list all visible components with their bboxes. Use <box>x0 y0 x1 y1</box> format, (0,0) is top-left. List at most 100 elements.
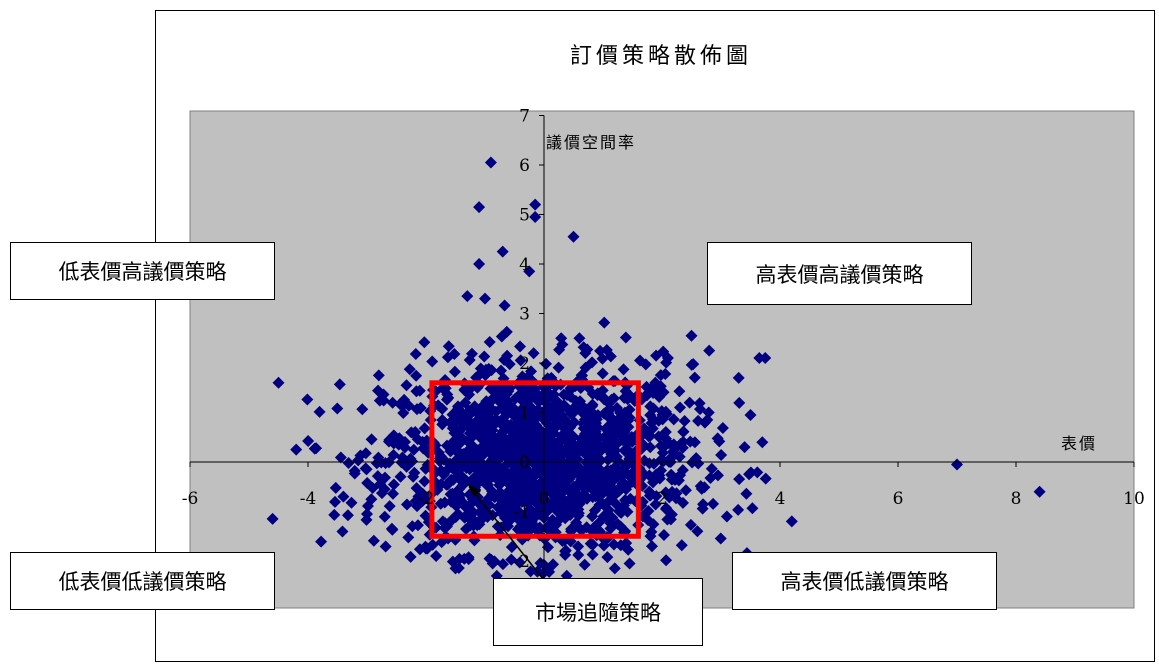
data-point <box>575 524 588 537</box>
data-point <box>586 548 599 561</box>
data-point <box>430 550 443 563</box>
data-point <box>549 446 562 459</box>
data-point <box>462 551 475 564</box>
data-point <box>573 497 586 510</box>
data-point <box>623 411 636 424</box>
data-point <box>660 554 673 567</box>
data-point <box>367 534 380 547</box>
data-point <box>509 392 522 405</box>
data-point <box>483 336 496 349</box>
data-point <box>688 371 701 384</box>
data-point <box>715 449 728 462</box>
x-tick-label: -4 <box>300 489 317 509</box>
data-point <box>505 488 518 501</box>
x-tick-label: 0 <box>539 489 550 509</box>
data-point <box>419 462 432 475</box>
data-point <box>334 451 347 464</box>
data-point <box>348 467 361 480</box>
data-point <box>485 364 498 377</box>
data-point <box>753 352 766 365</box>
data-point <box>598 316 611 329</box>
y-tick-label: 2 <box>519 354 530 374</box>
data-point <box>387 437 400 450</box>
data-point <box>541 523 554 536</box>
data-point <box>517 443 530 456</box>
data-point <box>528 443 541 456</box>
data-point <box>478 350 491 363</box>
data-point <box>359 462 372 475</box>
data-point <box>612 454 625 467</box>
data-point <box>534 425 547 438</box>
data-point <box>377 394 390 407</box>
data-point <box>604 488 617 501</box>
data-point <box>359 447 372 460</box>
data-point <box>551 401 564 414</box>
data-point <box>705 462 718 475</box>
data-point <box>410 369 423 382</box>
data-point <box>365 433 378 446</box>
data-point <box>525 401 538 414</box>
data-point <box>577 422 590 435</box>
data-point <box>576 406 589 419</box>
data-point <box>560 416 573 429</box>
data-point <box>519 463 532 476</box>
data-point <box>657 454 670 467</box>
data-point <box>488 555 501 568</box>
data-point <box>569 485 582 498</box>
data-point <box>716 422 729 435</box>
data-point <box>642 504 655 517</box>
data-point <box>582 431 595 444</box>
data-point <box>531 388 544 401</box>
data-point <box>496 245 509 258</box>
data-point <box>591 421 604 434</box>
data-point <box>523 393 536 406</box>
data-point <box>586 491 599 504</box>
data-point <box>584 400 597 413</box>
data-point <box>610 414 623 427</box>
data-point <box>402 399 415 412</box>
data-point <box>406 520 419 533</box>
data-point <box>529 210 542 223</box>
data-point <box>266 512 279 525</box>
data-point <box>656 446 669 459</box>
data-point <box>591 430 604 443</box>
data-point <box>487 384 500 397</box>
data-point <box>402 531 415 544</box>
data-point <box>416 495 429 508</box>
data-point <box>619 385 632 398</box>
data-point <box>602 420 615 433</box>
data-point <box>393 432 406 445</box>
data-point <box>670 487 683 500</box>
data-point <box>561 388 574 401</box>
data-point <box>733 396 746 409</box>
data-point <box>701 413 714 426</box>
data-point <box>467 506 480 519</box>
data-point <box>573 332 586 345</box>
data-point <box>621 505 634 518</box>
data-point <box>489 433 502 446</box>
data-point <box>386 396 399 409</box>
data-point <box>523 524 536 537</box>
data-point <box>452 400 465 413</box>
data-point <box>586 510 599 523</box>
data-point <box>703 344 716 357</box>
data-point <box>436 515 449 528</box>
data-point <box>596 367 609 380</box>
data-point <box>468 400 481 413</box>
data-point <box>501 349 514 362</box>
data-point <box>520 417 533 430</box>
data-point <box>594 344 607 357</box>
data-point <box>387 478 400 491</box>
data-point <box>667 413 680 426</box>
data-point <box>572 468 585 481</box>
data-point <box>460 474 473 487</box>
data-point <box>581 412 594 425</box>
data-point <box>602 503 615 516</box>
data-point <box>645 540 658 553</box>
data-point <box>713 435 726 448</box>
data-point <box>521 511 534 524</box>
plot-background <box>189 110 1135 609</box>
data-point <box>604 350 617 363</box>
data-point <box>562 436 575 449</box>
